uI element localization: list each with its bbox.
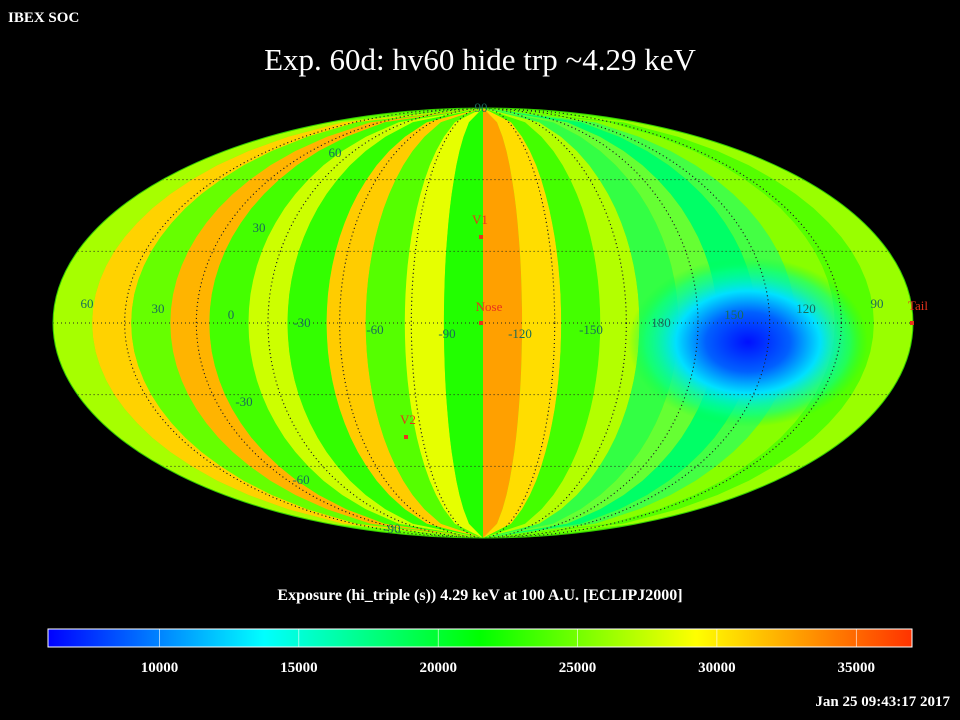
meridian-line <box>124 108 842 538</box>
marker-label-v1: V1 <box>472 212 488 227</box>
exposure-band <box>483 108 640 538</box>
colorbar-tick-label: 30000 <box>698 660 736 676</box>
marker-label-tail: Tail <box>908 298 928 313</box>
exposure-field <box>53 108 913 538</box>
latitude-label: -30 <box>235 394 252 409</box>
exposure-band <box>287 108 483 538</box>
meridian-line <box>267 108 699 538</box>
exposure-band <box>248 108 483 538</box>
longitude-label: -30 <box>293 315 310 330</box>
longitude-label: -60 <box>366 322 383 337</box>
longitude-label: 30 <box>152 301 165 316</box>
longitude-label: 150 <box>724 307 744 322</box>
org-label: IBEX SOC <box>8 10 80 26</box>
timestamp: Jan 25 09:43:17 2017 <box>815 694 950 710</box>
longitude-label: 180 <box>651 315 671 330</box>
exposure-band <box>483 108 523 538</box>
longitude-label: -150 <box>579 322 603 337</box>
meridian-line <box>410 108 556 538</box>
exposure-band <box>483 108 562 538</box>
exposure-band <box>483 108 679 538</box>
longitude-label: 90 <box>871 296 884 311</box>
marker-tail <box>910 321 914 325</box>
longitude-label: 60 <box>81 296 94 311</box>
exposure-band <box>483 108 718 538</box>
latitude-label: 90 <box>475 100 488 115</box>
longitude-label: 0 <box>228 307 235 322</box>
colorbar <box>47 628 913 648</box>
latitude-label: 30 <box>253 220 266 235</box>
exposure-band <box>209 108 483 538</box>
latitude-label: -90 <box>383 521 400 536</box>
colorbar-tick-label: 35000 <box>837 660 876 676</box>
marker-nose <box>479 321 483 325</box>
colorbar-tick-label: 25000 <box>558 660 597 676</box>
meridian-line <box>195 108 771 538</box>
marker-v2 <box>404 435 408 439</box>
marker-v1 <box>479 235 483 239</box>
longitude-label: -90 <box>438 326 455 341</box>
latitude-label: 60 <box>329 145 342 160</box>
exposure-band <box>483 108 757 538</box>
longitude-label: -120 <box>508 326 532 341</box>
marker-label-v2: V2 <box>400 412 416 427</box>
meridian-line <box>339 108 627 538</box>
marker-label-nose: Nose <box>476 299 503 314</box>
colorbar-title: Exposure (hi_triple (s)) 4.29 keV at 100… <box>277 587 683 604</box>
colorbar-tick-label: 10000 <box>140 660 179 676</box>
exposure-band <box>365 108 483 538</box>
latitude-label: -60 <box>292 472 309 487</box>
map-title: Exp. 60d: hv60 hide trp ~4.29 keV <box>264 42 696 77</box>
colorbar-tick-label: 20000 <box>419 660 457 676</box>
colorbar-tick-label: 15000 <box>280 660 318 676</box>
longitude-label: 120 <box>796 301 816 316</box>
exposure-band <box>326 108 483 538</box>
exposure-band <box>443 108 483 538</box>
exposure-band <box>483 108 601 538</box>
